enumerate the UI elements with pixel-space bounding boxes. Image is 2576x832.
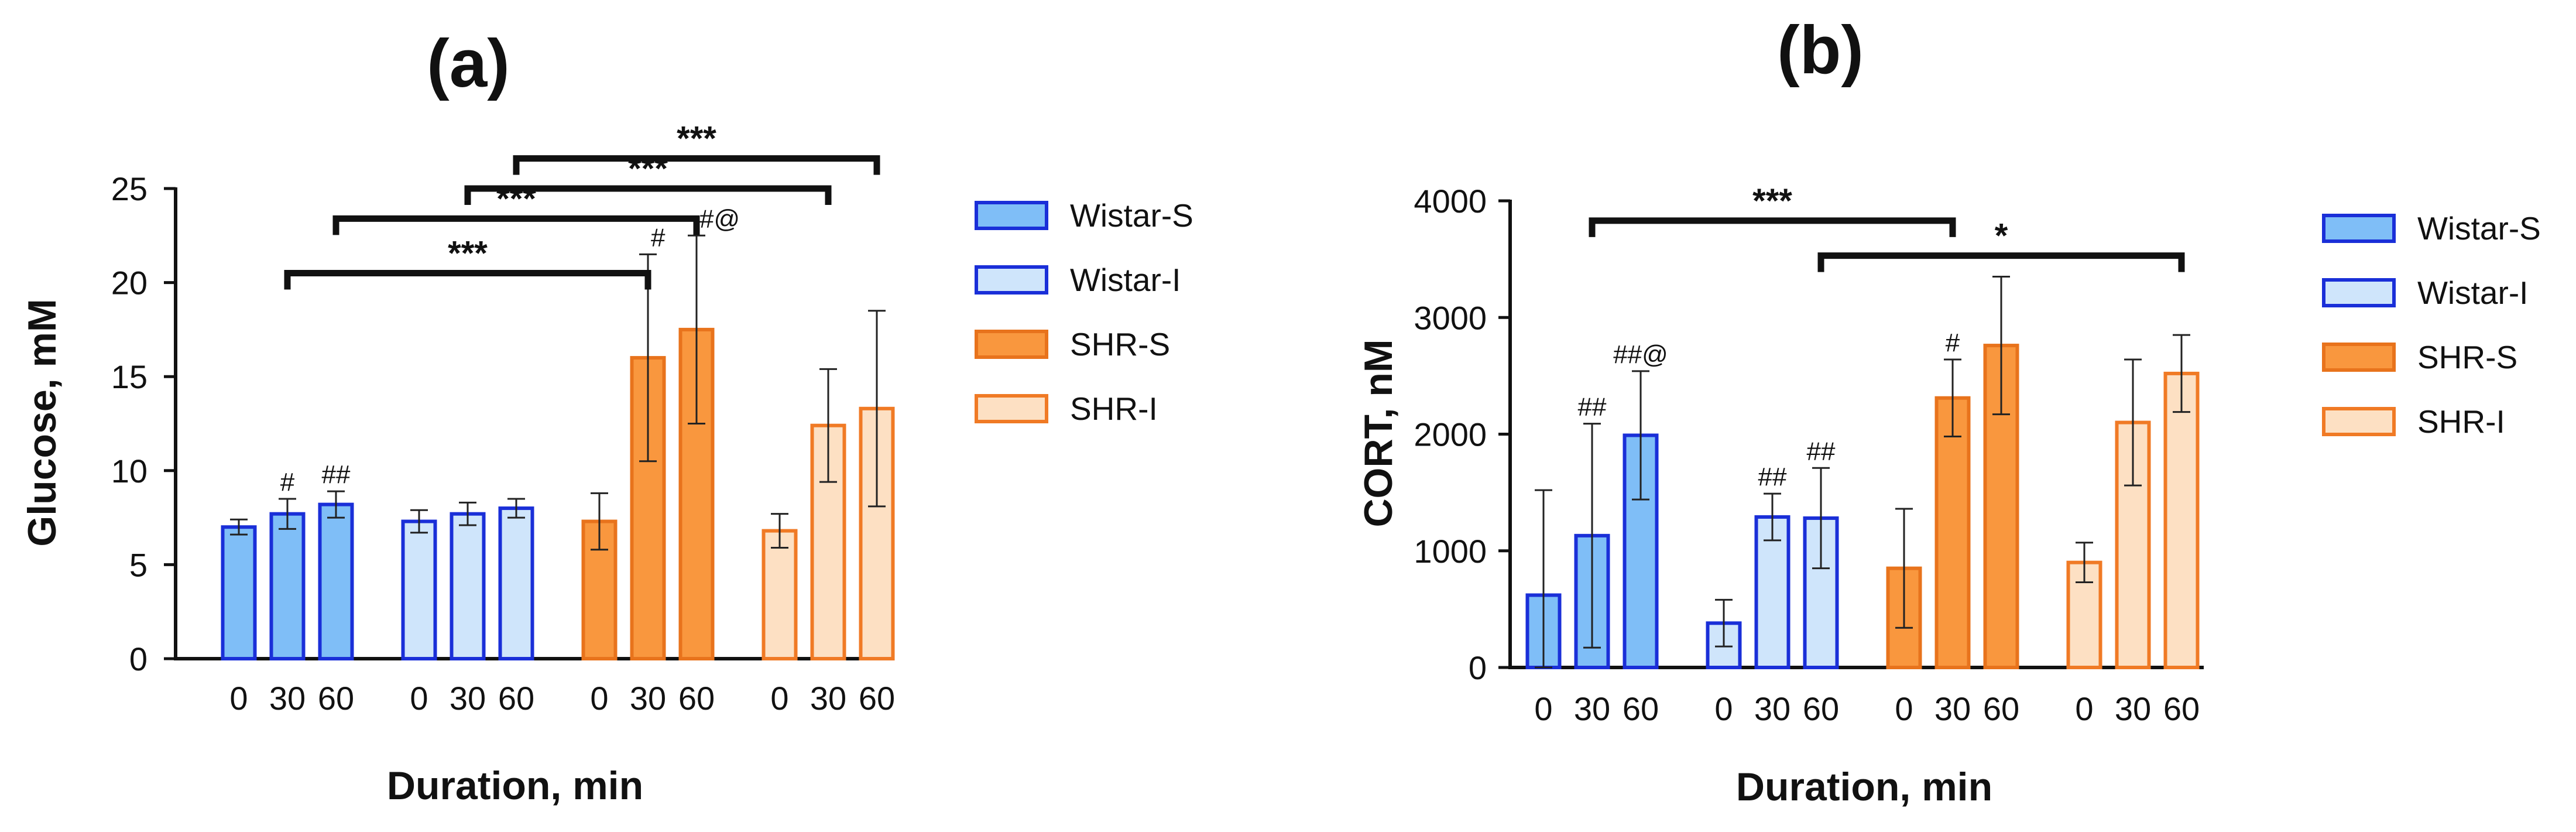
legend-swatch-wistar-s [975,201,1048,230]
significance-bracket [464,185,832,205]
significance-annotation: # [1946,328,1960,357]
bar-wistar-i-60 [498,506,534,660]
x-tick-label: 0 [2075,690,2093,727]
significance-bracket [513,155,880,175]
significance-bracket [332,215,700,235]
bar-shr-s-30 [1934,396,1971,669]
bar-wistar-i-30 [450,512,486,661]
bar-shr-i-60 [2163,371,2200,669]
x-tick-label: 60 [859,680,895,717]
x-tick-label: 60 [678,680,715,717]
significance-annotation: #@ [699,204,740,233]
x-tick-label: 60 [1983,690,2019,727]
y-tick-label: 4000 [1414,183,1487,220]
x-tick-label: 0 [590,680,608,717]
x-tick-label: 0 [1534,690,1552,727]
y-axis-title: Glucose, mM [20,299,64,546]
x-tick-label: 0 [770,680,788,717]
significance-annotation: ## [1807,437,1836,465]
x-tick-label: 30 [1574,690,1610,727]
x-tick-label: 30 [450,680,486,717]
legend-label: Wistar-I [2417,275,2528,311]
significance-annotation: ## [1758,463,1787,491]
legend-swatch-wistar-i [975,265,1048,295]
bar-wistar-s-30 [269,512,306,661]
x-tick-label: 60 [1623,690,1659,727]
x-tick-label: 30 [630,680,666,717]
x-axis-title: Duration, min [387,763,643,808]
significance-label: * [1995,217,2008,255]
x-tick-label: 60 [318,680,354,717]
bar-wistar-s-60 [318,502,354,661]
legend-swatch-wistar-s [2322,214,2396,243]
chart-panel-a: (a) 0 5 10 15 20 25 Glucose, mM Duration, min 0 #3… [20,25,1193,808]
x-tick-label: 60 [498,680,534,717]
x-tick-label: 0 [410,680,428,717]
y-tick-label: 5 [129,546,148,583]
bar-shr-i-0 [762,529,798,660]
x-tick-label: 30 [2115,690,2151,727]
legend-swatch-shr-s [2322,343,2396,372]
bar-wistar-i-0 [401,519,437,660]
significance-bracket [284,270,651,290]
bar-wistar-i-30 [1754,515,1790,670]
y-tick-label: 0 [129,641,148,677]
legend-label: Wistar-S [2417,210,2541,246]
legend-label: SHR-I [1070,391,1158,427]
bar-wistar-s-0 [221,525,257,660]
panel-label: (a) [427,25,510,101]
significance-bracket [1589,217,1956,237]
legend-label: Wistar-S [1070,197,1193,234]
y-tick-label: 1000 [1414,533,1487,570]
significance-annotation: ##@ [1613,340,1668,369]
significance-annotation: # [651,223,666,252]
significance-annotation: ## [1578,393,1607,422]
y-tick-label: 15 [111,358,148,395]
significance-label: *** [1752,182,1792,220]
significance-label: *** [448,235,488,273]
y-tick-label: 0 [1469,649,1487,686]
significance-annotation: # [280,468,295,497]
significance-annotation: ## [322,460,351,489]
legend-label: SHR-I [2417,403,2505,440]
legend-label: SHR-S [2417,339,2517,375]
legend-swatch-shr-i [975,394,1048,423]
x-tick-label: 30 [1754,690,1790,727]
y-axis-title: CORT, nM [1356,339,1401,527]
x-tick-label: 60 [1803,690,1839,727]
panel-label: (b) [1777,12,1864,88]
x-tick-label: 30 [269,680,306,717]
x-axis-title: Duration, min [1736,765,1992,809]
y-tick-label: 10 [111,453,148,489]
legend-swatch-shr-i [2322,407,2396,436]
x-tick-label: 0 [1895,690,1913,727]
x-tick-label: 30 [1934,690,1971,727]
x-tick-label: 30 [810,680,846,717]
legend-label: Wistar-I [1070,262,1181,298]
significance-label: *** [677,120,716,158]
y-tick-label: 20 [111,265,148,302]
significance-bracket [1817,252,2185,272]
x-tick-label: 0 [229,680,248,717]
legend-swatch-wistar-i [2322,278,2396,307]
x-tick-label: 0 [1714,690,1733,727]
legend-label: SHR-S [1070,326,1170,362]
legend-swatch-shr-s [975,330,1048,359]
y-tick-label: 25 [111,170,148,207]
x-tick-label: 60 [2163,690,2200,727]
y-tick-label: 3000 [1414,299,1487,336]
y-tick-label: 2000 [1414,416,1487,453]
